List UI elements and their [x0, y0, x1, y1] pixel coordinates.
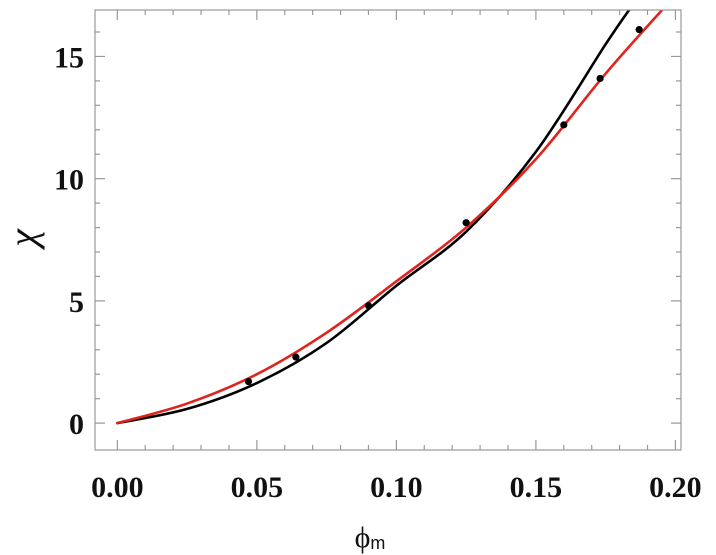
y-tick-label: 0 — [69, 408, 84, 441]
data-point — [560, 121, 568, 129]
x-tick-label: 0.15 — [510, 471, 563, 504]
x-tick-label: 0.20 — [649, 471, 702, 504]
data-point — [364, 302, 373, 310]
y-tick-label: 10 — [54, 164, 84, 197]
series-curve-1 — [116, 10, 631, 425]
y-axis-label: χ — [0, 228, 45, 251]
tick-labels-layer: 0.00 0.05 0.10 0.15 0.20 0 5 10 15 — [54, 41, 702, 504]
data-point — [635, 25, 643, 34]
x-tick-label: 0.10 — [370, 471, 423, 504]
plot-frame — [94, 9, 682, 451]
points-layer — [244, 25, 643, 386]
x-tick-label: 0.05 — [231, 471, 284, 504]
data-point — [596, 74, 604, 83]
data-point — [292, 353, 300, 361]
data-point — [462, 219, 470, 227]
y-tick-label: 15 — [54, 41, 84, 74]
x-tick-label: 0.00 — [91, 471, 144, 504]
data-point — [244, 377, 253, 386]
series-curve-2 — [116, 10, 664, 425]
ticks-layer — [95, 10, 681, 450]
y-tick-label: 5 — [69, 286, 84, 319]
x-axis-label: ϕm — [355, 521, 386, 554]
series-layer — [116, 10, 664, 425]
